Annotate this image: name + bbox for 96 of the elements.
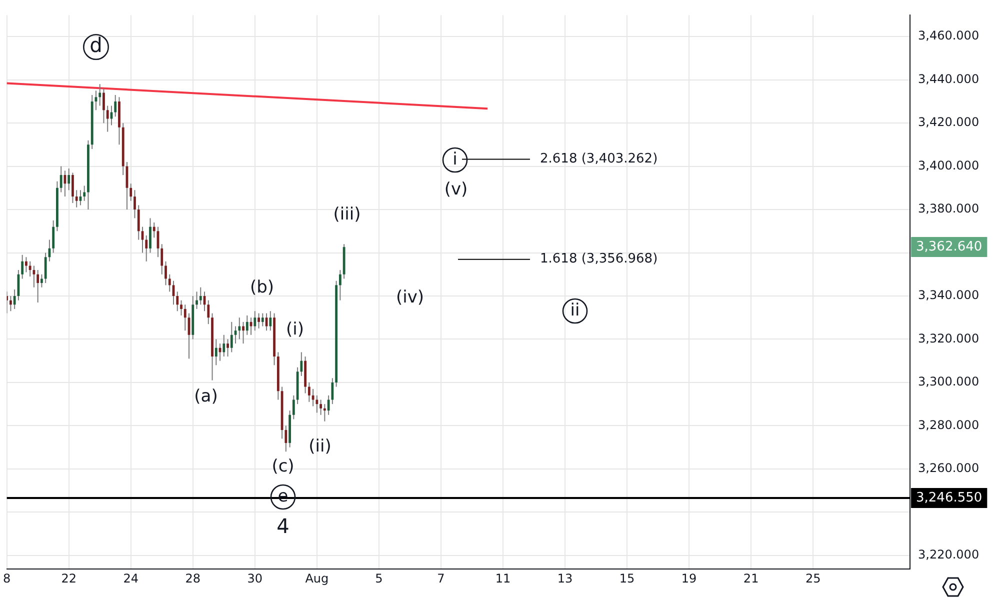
candlestick xyxy=(52,220,55,254)
candlestick xyxy=(199,286,202,306)
candlestick xyxy=(254,310,256,332)
candlestick xyxy=(338,270,342,301)
x-tick-label: 25 xyxy=(805,571,821,586)
candlestick xyxy=(36,270,40,303)
annotation: (iii) xyxy=(333,204,361,224)
annotation: ii xyxy=(570,300,580,320)
annotation: 4 xyxy=(276,514,290,538)
y-tick-label: 3,440.000 xyxy=(918,72,980,86)
annotation: (v) xyxy=(444,179,468,200)
candlestick xyxy=(75,190,78,208)
candlestick xyxy=(98,84,102,106)
candlestick xyxy=(134,190,136,219)
y-tick-label: 3,280.000 xyxy=(918,418,980,432)
y-tick-label: 3,320.000 xyxy=(918,331,980,346)
y-tick-label: 3,420.000 xyxy=(918,115,980,130)
candlestick xyxy=(68,168,70,191)
candlestick xyxy=(130,183,132,202)
x-tick-label: 13 xyxy=(557,571,573,586)
candlestick xyxy=(106,105,109,132)
x-tick-label: 19 xyxy=(681,571,697,586)
candlestick xyxy=(17,270,20,301)
candlestick xyxy=(300,352,303,376)
text: 3,362.640 xyxy=(916,239,982,254)
candlestick xyxy=(102,88,105,124)
candlestick xyxy=(44,252,47,284)
candlestick xyxy=(284,425,288,452)
y-tick-label: 3,220.000 xyxy=(918,548,980,562)
candlestick xyxy=(230,321,233,353)
annotation: (a) xyxy=(194,386,218,406)
candlestick xyxy=(331,378,334,405)
candlestick xyxy=(168,274,171,292)
candlestick xyxy=(261,312,264,327)
x-tick-label: 21 xyxy=(743,571,759,586)
x-tick-label: 24 xyxy=(123,571,138,586)
annotation: (c) xyxy=(272,456,294,476)
candlestick xyxy=(114,94,117,118)
candlestick xyxy=(21,254,24,280)
candlestick xyxy=(258,312,260,329)
candlestick xyxy=(269,310,272,332)
y-tick-label: 3,460.000 xyxy=(918,28,980,43)
annotation: d xyxy=(90,33,102,58)
candlestick xyxy=(13,289,16,310)
annotation: (i) xyxy=(286,319,304,340)
candlestick xyxy=(196,291,198,310)
candlestick xyxy=(137,204,140,240)
candlestick xyxy=(184,304,186,332)
candlestick xyxy=(242,321,244,344)
candlestick xyxy=(152,222,156,238)
candlestick xyxy=(292,394,295,420)
candlestick xyxy=(327,394,330,416)
x-tick-label: 22 xyxy=(61,571,76,586)
x-tick-label: 15 xyxy=(619,571,635,586)
candlestick xyxy=(246,314,248,336)
candlestick xyxy=(60,166,62,193)
ref-line-label: 1.618 (3,356.968) xyxy=(540,252,658,267)
candlestick xyxy=(180,300,182,316)
ref-line-label: 3,246.550 xyxy=(916,490,982,506)
y-tick-label: 3,300.000 xyxy=(918,374,980,389)
x-tick-label: 8 xyxy=(2,571,11,586)
candlestick xyxy=(323,404,326,422)
candlestick xyxy=(25,256,28,273)
candlestick xyxy=(28,260,32,278)
y-tick-label: 3,340.000 xyxy=(918,288,980,302)
y-tick-label: 3,380.000 xyxy=(918,202,980,216)
candlestick xyxy=(145,234,148,262)
candlestick xyxy=(164,260,167,286)
y-tick-label: 3,400.000 xyxy=(918,158,980,172)
candlestick xyxy=(72,172,74,204)
candlestick xyxy=(226,338,229,358)
annotation: (ii) xyxy=(308,436,332,456)
candlestick xyxy=(238,317,241,340)
candlestick xyxy=(176,291,179,312)
x-tick-label: 5 xyxy=(375,571,383,586)
candlestick xyxy=(149,218,152,254)
candlestick xyxy=(40,274,43,288)
candlestick xyxy=(160,244,164,275)
y-tick-label: 3,260.000 xyxy=(918,461,980,476)
annotation: (iv) xyxy=(396,287,424,308)
candlestick xyxy=(9,295,12,312)
x-tick-label: 28 xyxy=(185,571,201,586)
candlestick xyxy=(222,334,226,358)
candlestick xyxy=(308,382,310,402)
x-tick-label: 30 xyxy=(247,571,263,586)
candlestick xyxy=(83,185,86,202)
x-tick-label: 11 xyxy=(495,571,511,586)
annotation: (b) xyxy=(250,277,274,298)
x-tick-label: Aug xyxy=(305,571,329,586)
candlestick xyxy=(207,300,210,325)
candlestick xyxy=(320,399,322,416)
ref-line-label: 2.618 (3,403.262) xyxy=(540,152,658,167)
candlestick xyxy=(214,338,218,366)
annotation: i xyxy=(452,149,458,170)
x-tick-label: 7 xyxy=(437,571,445,586)
candlestick xyxy=(316,394,318,414)
